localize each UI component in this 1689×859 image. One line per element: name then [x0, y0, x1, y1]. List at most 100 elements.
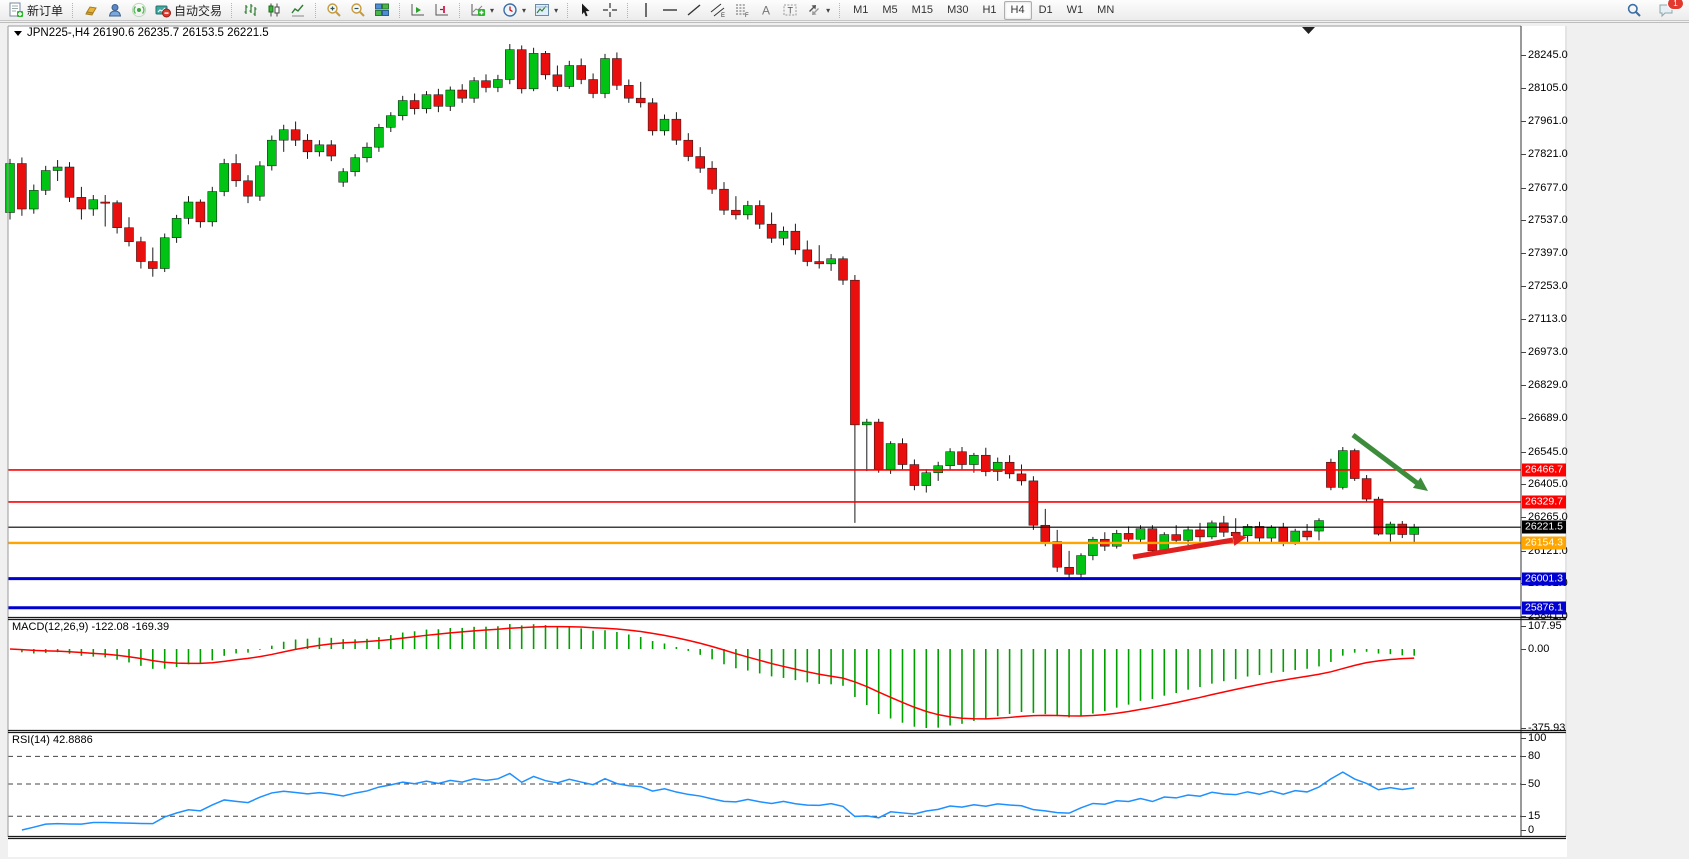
price-tick-label: 26545.0: [1528, 445, 1568, 458]
chart-shift-button[interactable]: [430, 0, 454, 21]
zoom-out-button[interactable]: [346, 0, 370, 21]
search-button[interactable]: [1622, 0, 1646, 21]
price-line-badge: 25876.1: [1522, 601, 1566, 615]
timeframe-m1-button[interactable]: M1: [853, 3, 869, 16]
equidistant-channel-icon: E: [710, 3, 725, 18]
indicators-icon: [471, 4, 486, 16]
notifications-button[interactable]: 1: [1654, 0, 1684, 21]
trendline-tool-button[interactable]: [682, 0, 706, 21]
timeframe-mn-button[interactable]: MN: [1097, 3, 1115, 16]
macd-scale-label: 107.95: [1528, 620, 1562, 633]
rsi-scale-label: 15: [1528, 810, 1541, 823]
price-tick-mark: [1521, 319, 1526, 321]
gold-icon: [85, 6, 97, 16]
broadcast-button[interactable]: [127, 0, 151, 21]
price-tick-label: 26973.0: [1528, 345, 1568, 358]
arrows-tool-icon: [809, 5, 820, 15]
price-tick-label: 28245.0: [1528, 49, 1568, 61]
price-tick-mark: [1521, 517, 1526, 519]
candlesticks-layer: [5, 44, 1419, 578]
templates-button[interactable]: ▾: [530, 0, 562, 21]
chart-window: JPN225-,H4 26190.6 26235.7 26153.5 26221…: [0, 22, 1689, 859]
price-line-badge: 26466.7: [1522, 463, 1566, 477]
text-label-icon: T: [783, 4, 797, 16]
new-order-icon: [9, 2, 23, 17]
autotrading-button[interactable]: 自动交易: [151, 0, 226, 21]
line-chart-button[interactable]: [286, 0, 310, 21]
vertical-line-icon: [645, 3, 647, 17]
red-up-arrow[interactable]: [1132, 533, 1247, 560]
text-label-tool-button[interactable]: T: [778, 0, 802, 21]
svg-text:A: A: [762, 4, 770, 18]
timeframe-m5-button[interactable]: M5: [882, 3, 898, 16]
toolbar-separator: [839, 2, 841, 18]
rsi-scale-label: 0: [1528, 824, 1535, 836]
horizontal-line-tool-button[interactable]: [658, 0, 682, 21]
tile-windows-icon: [375, 3, 390, 16]
price-tick-mark: [1521, 220, 1526, 222]
panel-backgrounds: [0, 23, 1689, 859]
bar-chart-button[interactable]: [238, 0, 262, 21]
auto-scroll-button[interactable]: [406, 0, 430, 21]
autotrading-label: 自动交易: [174, 3, 223, 18]
profile-button[interactable]: [103, 0, 127, 21]
indicators-button[interactable]: ▾: [466, 0, 498, 21]
crosshair-tool-button[interactable]: [598, 0, 622, 21]
fibonacci-tool-button[interactable]: F: [730, 0, 754, 21]
svg-text:E: E: [721, 13, 725, 18]
gold-button[interactable]: [79, 0, 103, 21]
timeframe-h4-button[interactable]: H4: [1003, 0, 1032, 20]
rsi-scale-label: 80: [1528, 750, 1541, 763]
toolbar-separator: [72, 2, 74, 18]
arrows-tool-button[interactable]: ▾: [802, 0, 834, 21]
price-tick-label: 26405.0: [1528, 478, 1568, 491]
vertical-line-tool-button[interactable]: [634, 0, 658, 21]
annotation-arrows-layer: [1132, 433, 1428, 560]
trendline-icon: [687, 4, 701, 16]
macd-layer: [9, 624, 1415, 728]
macd-tick-mark: [1521, 728, 1526, 729]
green-down-arrow[interactable]: [1351, 433, 1428, 491]
ohlc-toggle-icon[interactable]: [14, 30, 22, 36]
timeframe-w1-button[interactable]: W1: [1066, 3, 1084, 16]
tile-windows-button[interactable]: [370, 0, 394, 21]
periods-button[interactable]: ▾: [498, 0, 530, 21]
svg-text:T: T: [788, 6, 794, 16]
price-tick-mark: [1521, 153, 1526, 155]
rsi-tick-mark: [1521, 756, 1526, 758]
price-tick-mark: [1521, 616, 1526, 617]
new-order-button[interactable]: 新订单: [4, 0, 67, 21]
price-tick-label: 27397.0: [1528, 246, 1568, 259]
rsi-layer: [8, 755, 1521, 831]
price-tick-mark: [1521, 484, 1526, 486]
price-tick-label: 27821.0: [1528, 147, 1568, 160]
price-tick-mark: [1521, 286, 1526, 288]
chart-title-text: JPN225-,H4 26190.6 26235.7 26153.5 26221…: [27, 27, 269, 39]
toolbar-separator: [459, 2, 461, 18]
chart-canvas[interactable]: [0, 23, 1689, 859]
notification-count-badge: 1: [1667, 0, 1684, 10]
macd-tick-mark: [1521, 626, 1526, 628]
text-tool-button[interactable]: A: [754, 0, 778, 21]
fibonacci-icon: F: [736, 4, 749, 18]
rsi-tick-mark: [1521, 784, 1526, 785]
timeframe-h1-button[interactable]: H1: [982, 3, 997, 16]
timeframe-d1-button[interactable]: D1: [1038, 3, 1053, 16]
chevron-down-icon: ▾: [490, 5, 495, 15]
cursor-tool-button[interactable]: [574, 0, 598, 21]
main-toolbar: 新订单 自动交易: [0, 0, 1689, 21]
svg-text:F: F: [745, 13, 749, 18]
zoom-in-button[interactable]: [322, 0, 346, 21]
timeframe-m30-button[interactable]: M30: [947, 3, 969, 16]
price-tick-label: 27113.0: [1528, 313, 1567, 326]
line-chart-icon: [291, 4, 305, 17]
equidistant-channel-tool-button[interactable]: E: [706, 0, 730, 21]
macd-scale-label: 0.00: [1528, 643, 1550, 655]
shift-boundary-marker: [1302, 27, 1315, 34]
candlestick-chart-button[interactable]: [262, 0, 286, 21]
price-tick-label: 27961.0: [1528, 115, 1568, 128]
profile-icon: [108, 4, 122, 17]
price-tick-mark: [1521, 351, 1526, 353]
timeframe-m15-button[interactable]: M15: [911, 3, 934, 16]
horizontal-lines-layer: [8, 469, 1521, 610]
